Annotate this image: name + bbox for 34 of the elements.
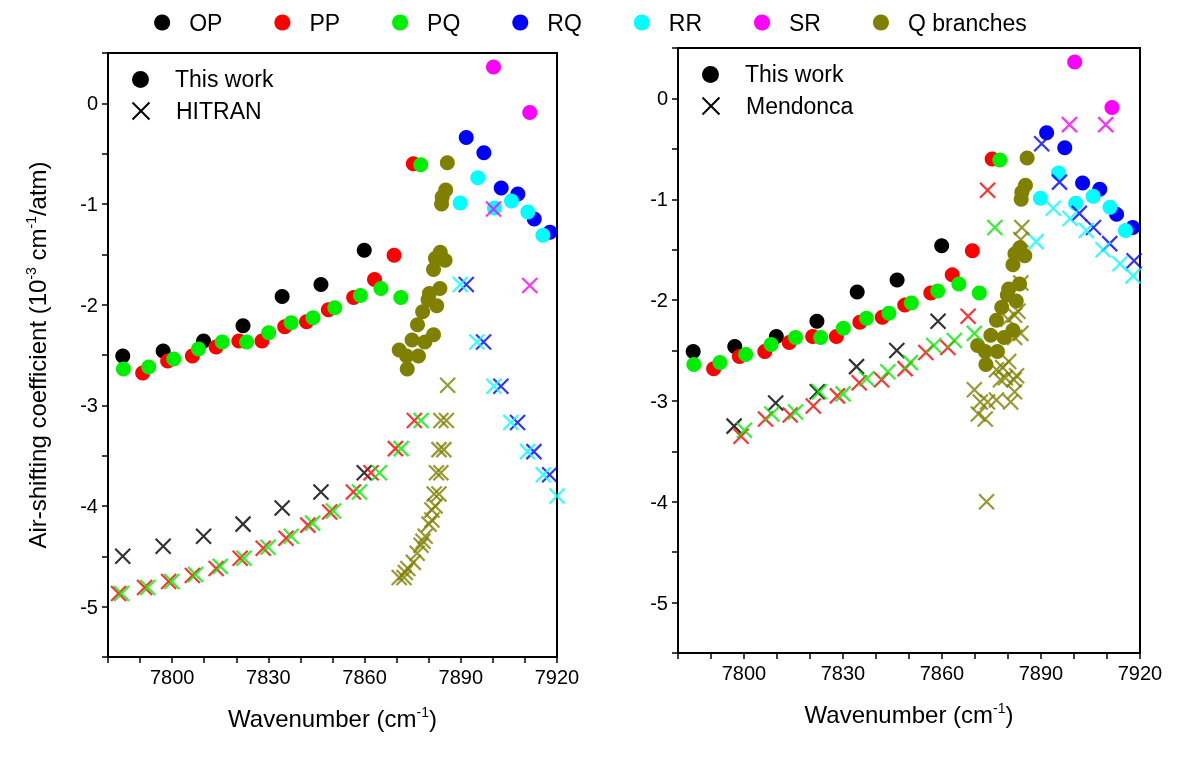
x-tick-label: 7860: [919, 662, 965, 684]
legend-label: RQ: [547, 9, 582, 36]
legend-label: SR: [789, 9, 821, 36]
x-tick-label: 7800: [149, 666, 195, 688]
y-tick-label: -1: [80, 193, 98, 215]
x-tick-label: 7800: [721, 662, 767, 684]
y-tick-label: -4: [650, 490, 668, 513]
y-axis-title: Air-shifting coefficient (10-3 cm-1/atm): [23, 161, 51, 549]
y-tick-label: -4: [80, 495, 98, 517]
x-tick-label: 7860: [342, 666, 387, 688]
y-tick-label: 0: [656, 87, 668, 110]
x-tick-label: 7890: [1018, 662, 1064, 684]
y-tick-label: -5: [80, 595, 98, 618]
annotation: This work: [745, 60, 844, 89]
annotation: Mendonca: [746, 92, 854, 121]
x-tick-label: 7890: [438, 666, 484, 688]
annotation: This work: [175, 65, 274, 94]
legend-label: Q branches: [907, 9, 1027, 36]
y-tick-label: -5: [650, 591, 668, 614]
legend-label: PP: [309, 9, 341, 36]
y-tick-label: -3: [650, 389, 668, 412]
legend-label: OP: [189, 9, 223, 36]
x-tick-label: 7920: [1117, 662, 1163, 684]
legend-label: PQ: [427, 9, 461, 36]
annotation: HITRAN: [176, 97, 262, 126]
y-tick-label: 0: [86, 92, 98, 115]
x-tick-label: 7830: [820, 662, 866, 684]
y-tick-label: -1: [650, 188, 668, 211]
x-tick-label: 7830: [246, 666, 291, 688]
y-tick-label: -2: [80, 293, 98, 316]
x-tick-label: 7920: [534, 666, 580, 688]
y-tick-label: -2: [650, 289, 668, 312]
y-tick-label: -3: [80, 394, 98, 417]
legend-label: RR: [668, 9, 703, 36]
